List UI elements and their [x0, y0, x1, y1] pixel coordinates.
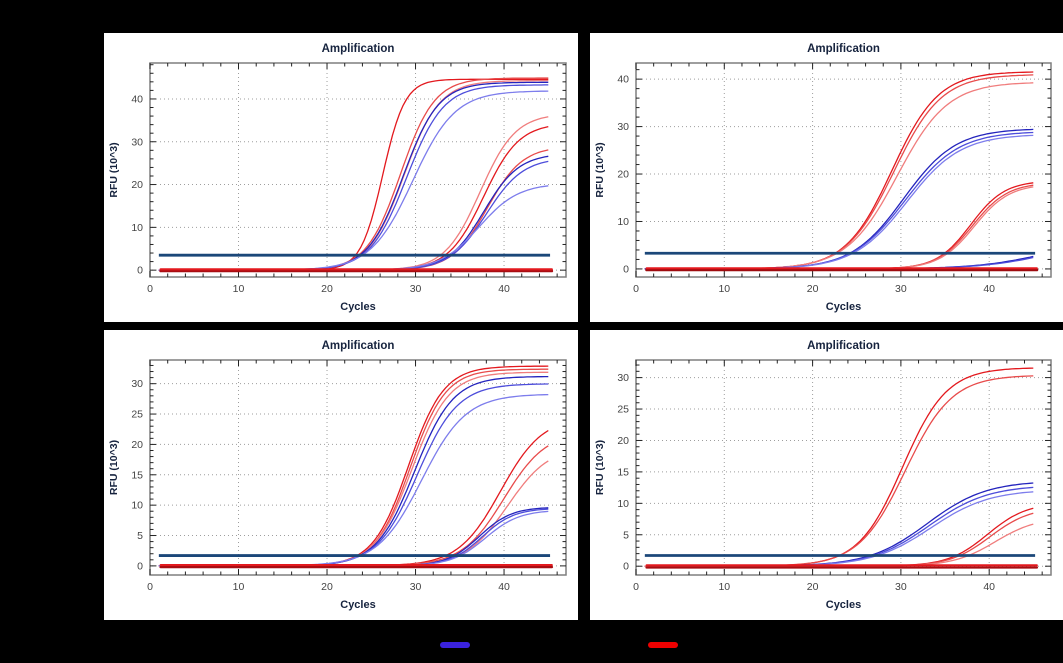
x-tick-label: 40 — [498, 283, 510, 295]
amplification-plot: 0 10 20 30 40 0 5 10 15 20 25 30 Amplification Cycles… — [594, 340, 1052, 611]
y-tick-label: 10 — [617, 498, 629, 510]
y-tick-label: 30 — [617, 372, 629, 384]
x-tick-label: 0 — [633, 283, 639, 295]
y-tick-label: 10 — [131, 500, 143, 512]
y-tick-label: 30 — [131, 378, 143, 390]
y-tick-label: 25 — [617, 404, 629, 416]
plot-title: Amplification — [322, 43, 395, 55]
y-tick-label: 0 — [623, 561, 629, 573]
y-tick-label: 20 — [617, 169, 629, 181]
x-tick-label: 30 — [895, 581, 907, 593]
y-tick-label: 30 — [131, 136, 143, 148]
y-tick-label: 0 — [137, 560, 143, 572]
x-tick-label: 20 — [807, 581, 819, 593]
x-tick-label: 40 — [983, 581, 995, 593]
x-tick-label: 20 — [807, 283, 819, 295]
y-tick-label: 40 — [131, 93, 143, 105]
plot-frame — [149, 359, 567, 576]
amplification-plot: 0 10 20 30 40 0 5 10 15 20 25 30 Amplification Cycles… — [108, 340, 567, 611]
y-axis-label: RFU (10^3) — [594, 440, 606, 495]
amplification-plot-top-right: 0 10 20 30 40 0 10 20 30 40 Amplification Cycles RFU… — [590, 33, 1063, 322]
x-tick-label: 30 — [410, 283, 422, 295]
x-tick-label: 0 — [633, 581, 639, 593]
y-tick-label: 15 — [617, 466, 629, 478]
y-tick-label: 20 — [617, 435, 629, 447]
amplification-plot-top-left: 0 10 20 30 40 0 10 20 30 40 Amplification Cycles RFU… — [104, 33, 578, 322]
y-axis-label: RFU (10^3) — [108, 440, 120, 495]
y-tick-label: 0 — [137, 265, 143, 277]
y-axis-label: RFU (10^3) — [108, 142, 120, 197]
amplification-plot-bottom-right: 0 10 20 30 40 0 5 10 15 20 25 30 Amplification Cycles… — [590, 330, 1063, 620]
legend-marker-blue — [440, 642, 470, 648]
x-tick-label: 30 — [895, 283, 907, 295]
x-tick-label: 0 — [147, 581, 153, 593]
x-tick-label: 0 — [147, 283, 153, 295]
plot-title: Amplification — [807, 43, 880, 55]
plot-title: Amplification — [322, 340, 395, 352]
plot-frame — [635, 62, 1052, 278]
amplification-plot-bottom-left: 0 10 20 30 40 0 5 10 15 20 25 30 Amplification Cycles… — [104, 330, 578, 620]
x-axis-label: Cycles — [340, 599, 375, 611]
y-tick-label: 5 — [137, 530, 143, 542]
y-tick-label: 5 — [623, 529, 629, 541]
x-tick-label: 10 — [233, 283, 245, 295]
x-axis-label: Cycles — [340, 301, 375, 313]
x-tick-label: 10 — [718, 581, 730, 593]
y-tick-label: 40 — [617, 74, 629, 86]
y-tick-label: 20 — [131, 179, 143, 191]
y-axis-label: RFU (10^3) — [594, 142, 606, 197]
x-tick-label: 20 — [321, 581, 333, 593]
x-tick-label: 30 — [410, 581, 422, 593]
y-tick-label: 10 — [617, 216, 629, 228]
x-tick-label: 10 — [718, 283, 730, 295]
y-tick-label: 0 — [623, 263, 629, 275]
x-axis-label: Cycles — [826, 301, 861, 313]
x-tick-label: 20 — [321, 283, 333, 295]
y-tick-label: 15 — [131, 469, 143, 481]
x-axis-label: Cycles — [826, 599, 861, 611]
y-tick-label: 10 — [131, 222, 143, 234]
x-tick-label: 10 — [233, 581, 245, 593]
y-tick-label: 30 — [617, 121, 629, 133]
plot-title: Amplification — [807, 340, 880, 352]
amplification-plot: 0 10 20 30 40 0 10 20 30 40 Amplification Cycles RFU… — [108, 43, 567, 313]
amplification-plot: 0 10 20 30 40 0 10 20 30 40 Amplification Cycles RFU… — [594, 43, 1052, 313]
y-tick-label: 20 — [131, 439, 143, 451]
x-tick-label: 40 — [983, 283, 995, 295]
y-tick-label: 25 — [131, 409, 143, 421]
figure-legend — [0, 620, 1063, 663]
legend-marker-red — [648, 642, 678, 648]
x-tick-label: 40 — [498, 581, 510, 593]
